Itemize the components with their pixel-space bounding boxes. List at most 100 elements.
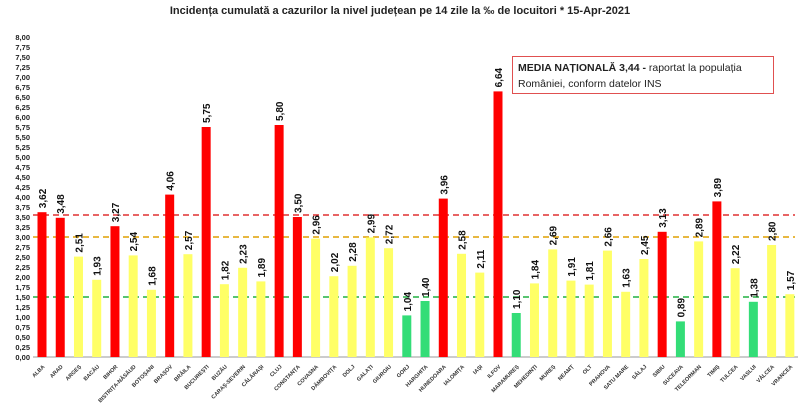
bar — [420, 301, 430, 357]
bar — [37, 212, 47, 357]
bar — [402, 315, 412, 357]
bar — [183, 254, 193, 357]
value-label: 2,69 — [549, 225, 560, 245]
y-tick-label: 4,25 — [15, 183, 30, 192]
bar — [730, 268, 740, 357]
value-label: 2,57 — [184, 230, 195, 250]
value-label: 1,38 — [749, 278, 760, 298]
x-tick-label: BRAȘOV — [153, 364, 174, 385]
x-tick-label: ALBA — [31, 364, 46, 379]
chart-title: Incidența cumulată a cazurilor la nivel … — [169, 5, 631, 17]
value-label: 2,28 — [348, 242, 359, 262]
bar — [748, 301, 758, 357]
value-label: 3,48 — [56, 194, 67, 214]
x-tick-label: BUZĂU — [210, 363, 229, 382]
bar — [311, 238, 321, 357]
value-label: 1,10 — [512, 289, 523, 309]
bar — [639, 259, 649, 357]
bar — [767, 245, 777, 357]
value-label: 2,23 — [239, 244, 250, 264]
value-label: 3,50 — [293, 193, 304, 213]
value-label: 2,45 — [640, 235, 651, 255]
x-tick-label: SĂLAJ — [631, 363, 649, 381]
value-label: 2,96 — [312, 215, 323, 235]
value-label: 1,93 — [93, 256, 104, 276]
value-label: 2,72 — [385, 224, 396, 244]
x-tick-label: GIURGIU — [372, 364, 393, 385]
y-tick-label: 6,75 — [15, 83, 30, 92]
y-tick-label: 7,00 — [15, 73, 30, 82]
bar — [347, 265, 357, 357]
value-label: 5,75 — [202, 103, 213, 123]
value-label: 1,82 — [220, 260, 231, 280]
bar — [110, 226, 120, 357]
y-tick-label: 0,50 — [15, 333, 30, 342]
x-tick-label: NEAMȚ — [557, 364, 576, 383]
y-tick-label: 1,75 — [15, 283, 30, 292]
value-label: 1,68 — [147, 266, 158, 286]
bar — [384, 248, 394, 357]
value-label: 1,81 — [585, 261, 596, 281]
bar — [201, 127, 211, 357]
y-tick-label: 3,25 — [15, 223, 30, 232]
value-label: 2,80 — [768, 221, 779, 241]
x-tick-label: CLUJ — [269, 364, 283, 378]
y-tick-label: 2,50 — [15, 253, 30, 262]
value-label: 2,58 — [458, 230, 469, 250]
y-tick-label: 0,75 — [15, 323, 30, 332]
y-tick-label: 4,00 — [15, 193, 30, 202]
x-tick-label: GORJ — [396, 364, 411, 379]
value-label: 2,54 — [129, 231, 140, 251]
bar — [55, 217, 65, 357]
x-tick-label: ILFOV — [487, 364, 503, 380]
y-tick-label: 3,00 — [15, 233, 30, 242]
y-tick-label: 1,25 — [15, 303, 30, 312]
x-tick-label: SIBIU — [652, 364, 667, 379]
bar — [128, 255, 138, 357]
y-tick-label: 2,75 — [15, 243, 30, 252]
y-tick-label: 8,00 — [15, 33, 30, 42]
value-label: 1,84 — [530, 259, 541, 279]
y-tick-label: 5,50 — [15, 133, 30, 142]
y-tick-label: 5,25 — [15, 143, 30, 152]
value-label: 1,40 — [421, 277, 432, 297]
bar — [475, 272, 485, 357]
y-tick-label: 1,00 — [15, 313, 30, 322]
y-tick-label: 2,25 — [15, 263, 30, 272]
x-tick-label: TIMIȘ — [707, 364, 722, 379]
value-label: 6,64 — [494, 67, 505, 87]
value-label: 1,57 — [786, 270, 797, 290]
value-label: 4,06 — [166, 171, 177, 191]
x-tick-label: BIHOR — [103, 364, 120, 381]
value-label: 3,89 — [713, 177, 724, 197]
bar — [712, 201, 722, 357]
national-average-annotation: MEDIA NAȚIONALĂ 3,44 - raportat la popul… — [512, 56, 774, 94]
y-tick-label: 5,75 — [15, 123, 30, 132]
y-tick-label: 3,75 — [15, 203, 30, 212]
value-label: 2,66 — [603, 227, 614, 247]
y-tick-label: 7,75 — [15, 43, 30, 52]
x-tick-label: IAȘI — [472, 364, 484, 376]
x-tick-label: MUREȘ — [539, 364, 558, 383]
y-tick-label: 4,50 — [15, 173, 30, 182]
y-tick-label: 0,00 — [15, 353, 30, 362]
value-label: 5,80 — [275, 101, 286, 121]
bar — [584, 284, 594, 357]
bar — [457, 253, 467, 357]
y-tick-label: 6,50 — [15, 93, 30, 102]
value-label: 3,96 — [439, 175, 450, 195]
value-label: 3,62 — [38, 188, 49, 208]
value-label: 0,89 — [676, 297, 687, 317]
bar — [657, 231, 667, 357]
value-label: 2,22 — [731, 244, 742, 264]
value-label: 1,89 — [257, 257, 268, 277]
x-tick-label: TULCEA — [720, 364, 740, 384]
y-tick-label: 6,25 — [15, 103, 30, 112]
value-label: 2,99 — [366, 213, 377, 233]
bar — [621, 291, 631, 357]
y-tick-label: 6,00 — [15, 113, 30, 122]
bar — [329, 276, 339, 357]
bar — [73, 256, 83, 357]
x-tick-label: ARAD — [49, 364, 64, 379]
